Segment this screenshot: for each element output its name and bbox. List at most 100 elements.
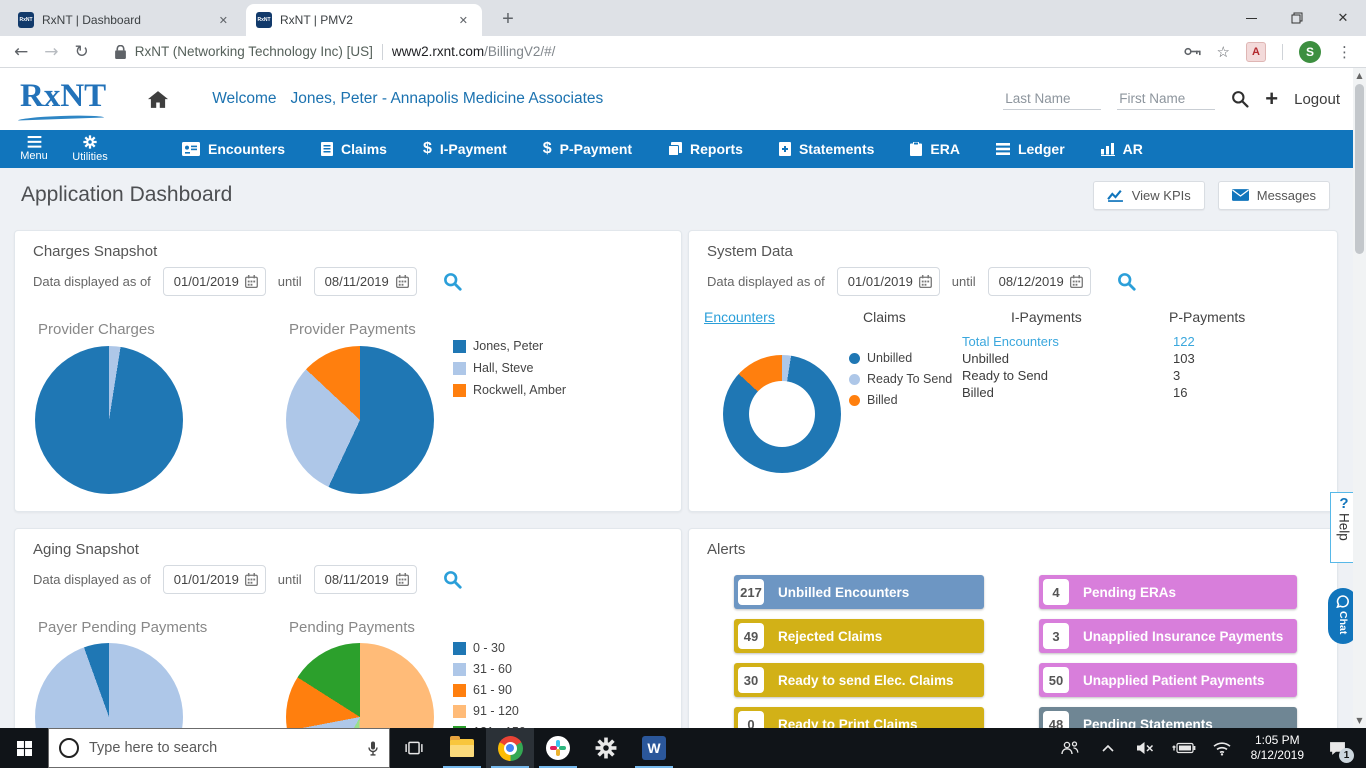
profile-avatar[interactable]: S [1299, 41, 1321, 63]
volume-muted-icon[interactable] [1131, 728, 1161, 768]
nav-item-reports[interactable]: Reports [668, 141, 743, 157]
last-name-input[interactable] [1003, 88, 1101, 110]
scroll-down-icon[interactable]: ▼ [1353, 714, 1366, 727]
alert-unbilled-encounters[interactable]: 217 Unbilled Encounters [734, 575, 984, 609]
donut-hole [749, 381, 815, 447]
add-patient-icon[interactable]: + [1265, 88, 1278, 110]
search-refresh-icon[interactable] [1117, 272, 1136, 291]
nav-label: Encounters [208, 141, 285, 157]
forward-icon[interactable]: → [44, 42, 58, 62]
alert-rejected-claims[interactable]: 49 Rejected Claims [734, 619, 984, 653]
browser-titlebar: RxNT RxNT | Dashboard ✕ RxNT RxNT | PMV2… [0, 0, 1366, 36]
scroll-up-icon[interactable]: ▲ [1353, 69, 1366, 82]
alert-unapplied-insurance-payments[interactable]: 3 Unapplied Insurance Payments [1039, 619, 1297, 653]
browser-tab-dashboard[interactable]: RxNT RxNT | Dashboard ✕ [8, 4, 242, 36]
provider-charges-pie-chart [35, 346, 183, 494]
home-icon[interactable] [148, 91, 168, 108]
tab-close-icon[interactable]: ✕ [215, 12, 232, 29]
nav-menu[interactable]: Menu [6, 130, 62, 168]
alert-pending-eras[interactable]: 4 Pending ERAs [1039, 575, 1297, 609]
kpi-chart-icon [1107, 189, 1124, 202]
bookmark-star-icon[interactable]: ☆ [1217, 43, 1230, 61]
scroll-thumb[interactable] [1355, 84, 1364, 254]
tab-encounters[interactable]: Encounters [704, 309, 775, 325]
chrome-button[interactable] [486, 728, 534, 768]
date-from-value: 01/01/2019 [174, 572, 239, 587]
page-scrollbar[interactable]: ▲ ▼ [1353, 68, 1366, 728]
first-name-input[interactable] [1117, 88, 1215, 110]
tab-claims[interactable]: Claims [863, 309, 906, 325]
nav-item-era[interactable]: ERA [910, 141, 960, 157]
tab-i-payments[interactable]: I-Payments [1011, 309, 1082, 325]
task-view-button[interactable] [390, 728, 438, 768]
close-button[interactable]: ✕ [1320, 0, 1366, 36]
alert-unapplied-patient-payments[interactable]: 50 Unapplied Patient Payments [1039, 663, 1297, 697]
tab-p-payments[interactable]: P-Payments [1169, 309, 1245, 325]
nav-item-ledger[interactable]: Ledger [996, 141, 1065, 157]
stat-value: 103 [1173, 351, 1195, 366]
password-key-icon[interactable] [1184, 47, 1201, 56]
microphone-icon[interactable] [367, 740, 379, 757]
minimize-button[interactable] [1228, 0, 1274, 36]
search-refresh-icon[interactable] [443, 272, 462, 291]
start-button[interactable] [0, 728, 48, 768]
nav-item-encounters[interactable]: Encounters [182, 141, 285, 157]
rxnt-favicon: RxNT [256, 12, 272, 28]
calendar-icon [245, 573, 258, 586]
nav-item-i-payment[interactable]: $ I-Payment [423, 140, 507, 158]
settings-button[interactable] [582, 728, 630, 768]
nav-item-p-payment[interactable]: $ P-Payment [543, 140, 632, 158]
hidden-icons-chevron[interactable] [1093, 728, 1123, 768]
back-icon[interactable]: ← [14, 42, 28, 62]
date-to-value: 08/11/2019 [325, 274, 390, 289]
date-from-input[interactable]: 01/01/2019 [163, 267, 266, 296]
logout-link[interactable]: Logout [1294, 91, 1340, 108]
nav-item-statements[interactable]: Statements [779, 141, 874, 157]
alert-label: Pending Statements [1083, 717, 1213, 729]
pending-payments-pie-chart [286, 643, 434, 728]
nav-menu-label: Menu [20, 150, 48, 162]
adobe-extension-icon[interactable]: A [1246, 42, 1266, 62]
action-center-button[interactable]: 1 [1318, 728, 1356, 768]
cortana-icon [59, 738, 79, 758]
patient-search-icon[interactable] [1231, 90, 1249, 108]
people-icon[interactable] [1055, 728, 1085, 768]
legend-swatch [453, 705, 466, 718]
browser-menu-icon[interactable]: ⋮ [1337, 43, 1352, 61]
browser-tab-pmv2[interactable]: RxNT RxNT | PMV2 ✕ [246, 4, 482, 36]
messages-button[interactable]: Messages [1218, 181, 1330, 210]
taskbar-search-input[interactable] [89, 740, 357, 756]
date-to-input[interactable]: 08/11/2019 [314, 267, 417, 296]
nav-item-claims[interactable]: Claims [321, 141, 387, 157]
search-refresh-icon[interactable] [443, 570, 462, 589]
legend-item: 31 - 60 [453, 662, 526, 676]
id-card-icon [182, 142, 200, 156]
file-explorer-button[interactable] [438, 728, 486, 768]
restore-button[interactable] [1274, 0, 1320, 36]
taskbar-clock[interactable]: 1:05 PM 8/12/2019 [1245, 733, 1310, 763]
word-button[interactable]: W [630, 728, 678, 768]
date-to-input[interactable]: 08/11/2019 [314, 565, 417, 594]
chat-bubble-icon [1336, 595, 1350, 608]
alert-ready-to-print-claims[interactable]: 0 Ready to Print Claims [734, 707, 984, 728]
omnibox[interactable]: RxNT (Networking Technology Inc) [US] ww… [115, 43, 1168, 61]
wifi-icon[interactable] [1207, 728, 1237, 768]
nav-item-ar[interactable]: AR [1101, 141, 1143, 157]
taskbar-search[interactable] [48, 728, 390, 768]
date-to-input[interactable]: 08/12/2019 [988, 267, 1091, 296]
battery-plugged-icon[interactable] [1169, 728, 1199, 768]
new-tab-button[interactable]: + [494, 8, 522, 31]
view-kpis-button[interactable]: View KPIs [1093, 181, 1205, 210]
slack-button[interactable] [534, 728, 582, 768]
nav-utilities[interactable]: Utilities [62, 130, 118, 168]
alert-pending-statements[interactable]: 48 Pending Statements [1039, 707, 1297, 728]
date-from-input[interactable]: 01/01/2019 [837, 267, 940, 296]
encounters-legend: Unbilled Ready To Send Billed [849, 351, 952, 407]
refresh-icon[interactable]: ↻ [75, 42, 89, 62]
date-from-input[interactable]: 01/01/2019 [163, 565, 266, 594]
stat-total-encounters[interactable]: Total Encounters122 [962, 334, 1366, 349]
alert-ready-to-send-elec-claims[interactable]: 30 Ready to send Elec. Claims [734, 663, 984, 697]
tab-close-icon[interactable]: ✕ [455, 12, 472, 29]
view-kpis-label: View KPIs [1132, 188, 1191, 203]
legend-label: Jones, Peter [473, 339, 543, 353]
